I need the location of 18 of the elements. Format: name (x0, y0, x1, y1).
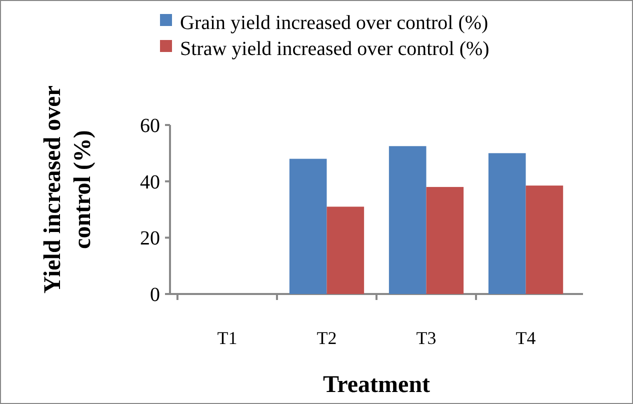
bar (326, 206, 364, 294)
legend-label: Straw yield increased over control (%) (180, 38, 490, 60)
x-tick-label: T4 (516, 328, 536, 348)
bar (488, 153, 526, 294)
y-tick-label: 20 (140, 228, 160, 250)
x-tick-label: T2 (316, 328, 337, 348)
bar (426, 186, 464, 294)
y-tick-label: 60 (140, 115, 160, 137)
bar (526, 186, 564, 294)
y-axis-title: Yield increased over control (%) (40, 85, 96, 294)
x-tick-label: T1 (217, 328, 238, 348)
x-tick-label: T3 (416, 328, 436, 348)
legend-label: Grain yield increased over control (%) (180, 12, 488, 34)
x-axis-title: Treatment (322, 372, 430, 398)
bar (289, 158, 327, 294)
y-tick-label: 40 (140, 171, 160, 194)
bar (388, 146, 426, 294)
y-tick-label: 0 (150, 284, 160, 306)
